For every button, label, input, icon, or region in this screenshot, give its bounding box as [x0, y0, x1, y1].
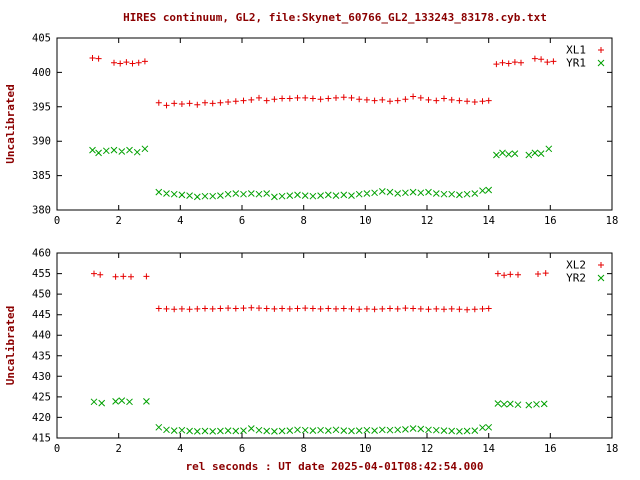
y-tick-label: 430 [32, 371, 51, 383]
y-tick-label: 385 [32, 170, 51, 182]
series-XL1 [89, 55, 557, 109]
x-tick-label: 14 [482, 443, 495, 455]
y-tick-label: 395 [32, 101, 51, 113]
y-tick-label: 460 [32, 248, 51, 260]
x-tick-label: 10 [359, 215, 372, 227]
x-tick-label: 2 [116, 215, 122, 227]
x-tick-label: 10 [359, 443, 372, 455]
legend-label-YR2: YR2 [566, 272, 586, 285]
legend-label-XL2: XL2 [566, 259, 586, 272]
x-tick-label: 16 [544, 215, 557, 227]
bottom-chart: 0 2 4 6 8 10 12 14 16 18 415 420 425 430 435 440 445 450 4… [4, 248, 619, 456]
x-axis-label: rel seconds : UT date 2025-04-01T08:42:5… [185, 460, 484, 473]
y-axis-label: Uncalibrated [4, 306, 17, 385]
y-tick-label: 455 [32, 268, 51, 280]
x-tick-label: 8 [301, 215, 307, 227]
y-tick-label: 400 [32, 67, 51, 79]
x-tick-label: 14 [482, 215, 495, 227]
legend-marker-YR1 [597, 59, 605, 67]
legend-marker-XL2 [598, 262, 604, 268]
legend-marker-YR2 [597, 274, 605, 282]
y-tick-label: 415 [32, 433, 51, 445]
x-tick-label: 2 [116, 443, 122, 455]
y-tick-label: 420 [32, 412, 51, 424]
x-tick-label: 4 [177, 215, 183, 227]
y-tick-label: 380 [32, 205, 51, 217]
y-tick-label: 450 [32, 289, 51, 301]
y-tick-label: 435 [32, 350, 51, 362]
legend-label-XL1: XL1 [566, 44, 586, 57]
x-tick-label: 16 [544, 443, 557, 455]
x-tick-label: 6 [239, 215, 245, 227]
tick-marks [56, 252, 613, 439]
y-axis-label: Uncalibrated [4, 84, 17, 163]
y-tick-label: 440 [32, 330, 51, 342]
x-tick-label: 0 [54, 443, 60, 455]
chart-title: HIRES continuum, GL2, file:Skynet_60766_… [123, 11, 547, 24]
legend-label-YR1: YR1 [566, 57, 586, 70]
series-YR1 [89, 145, 553, 201]
x-tick-label: 18 [606, 443, 619, 455]
series-YR2 [90, 397, 548, 435]
x-tick-label: 18 [606, 215, 619, 227]
tick-marks [56, 37, 613, 211]
y-tick-label: 390 [32, 136, 51, 148]
x-tick-label: 4 [177, 443, 183, 455]
y-tick-label: 425 [32, 391, 51, 403]
x-tick-label: 8 [301, 443, 307, 455]
legend-marker-XL1 [598, 47, 604, 53]
plot-border [56, 252, 613, 439]
x-tick-label: 12 [421, 215, 434, 227]
y-tick-label: 405 [32, 33, 51, 45]
series-XL2 [91, 270, 549, 313]
top-chart: 0 2 4 6 8 10 12 14 16 18 380 385 390 395 400 405 Uncalib… [4, 33, 619, 228]
y-tick-label: 445 [32, 309, 51, 321]
plot-border [56, 37, 613, 211]
x-tick-label: 6 [239, 443, 245, 455]
x-tick-label: 0 [54, 215, 60, 227]
x-tick-label: 12 [421, 443, 434, 455]
